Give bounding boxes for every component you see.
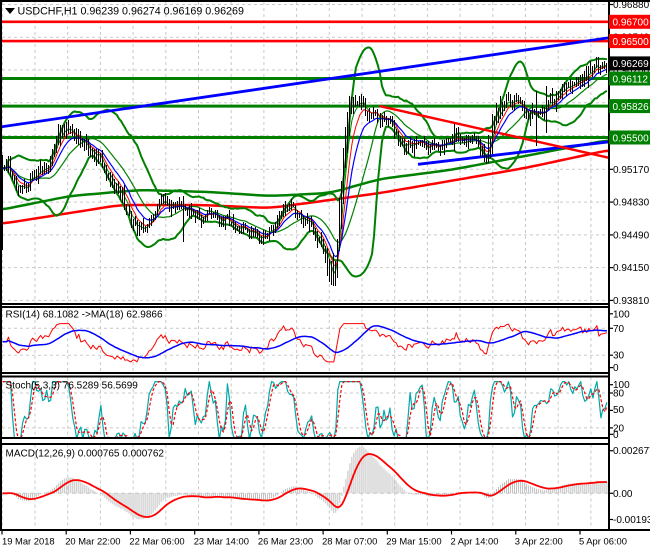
svg-text:20: 20 [613, 423, 625, 434]
svg-text:0.95500: 0.95500 [613, 133, 650, 144]
svg-text:RSI(14) 68.1082 ->MA(18) 62.9: RSI(14) 68.1082 ->MA(18) 62.9866 [6, 310, 163, 321]
svg-text:30: 30 [613, 351, 625, 362]
svg-text:0.93810: 0.93810 [613, 296, 650, 307]
svg-text:28 Mar 07:00: 28 Mar 07:00 [322, 536, 377, 547]
svg-text:29 Mar 15:00: 29 Mar 15:00 [386, 536, 441, 547]
svg-text:USDCHF,H1 0.96239 0.96274 0.9: USDCHF,H1 0.96239 0.96274 0.96169 0.9626… [18, 6, 244, 18]
svg-text:0.96500: 0.96500 [613, 37, 650, 48]
svg-text:50: 50 [613, 405, 625, 416]
svg-text:2 Apr 14:00: 2 Apr 14:00 [451, 536, 499, 547]
svg-text:5 Apr 06:00: 5 Apr 06:00 [579, 536, 627, 547]
svg-text:0.96700: 0.96700 [613, 18, 650, 29]
svg-text:0.96112: 0.96112 [613, 74, 649, 85]
svg-text:-0.001931: -0.001931 [613, 515, 650, 526]
svg-text:19 Mar 2018: 19 Mar 2018 [2, 536, 55, 547]
svg-text:MACD(12,26,9) 0.000765 0.00076: MACD(12,26,9) 0.000765 0.000762 [6, 449, 165, 460]
svg-text:0.002677: 0.002677 [613, 446, 650, 457]
svg-text:0.96200: 0.96200 [613, 66, 650, 77]
svg-text:70: 70 [613, 324, 625, 335]
svg-text:0.94490: 0.94490 [613, 230, 650, 241]
svg-text:80: 80 [613, 389, 625, 400]
svg-text:0: 0 [613, 363, 619, 374]
svg-text:100: 100 [613, 380, 630, 391]
svg-text:0.95170: 0.95170 [613, 165, 650, 176]
svg-text:22 Mar 06:00: 22 Mar 06:00 [129, 536, 184, 547]
svg-text:20 Mar 22:00: 20 Mar 22:00 [65, 536, 120, 547]
svg-text:3 Apr 22:00: 3 Apr 22:00 [515, 536, 563, 547]
svg-text:23 Mar 14:00: 23 Mar 14:00 [194, 536, 249, 547]
svg-text:26 Mar 23:00: 26 Mar 23:00 [258, 536, 313, 547]
svg-text:100: 100 [613, 309, 630, 320]
svg-text:0.96880: 0.96880 [613, 0, 650, 11]
svg-text:Stoch(5,3,3) 76.5289 56.5699: Stoch(5,3,3) 76.5289 56.5699 [6, 381, 139, 392]
svg-text:0: 0 [613, 430, 619, 441]
svg-text:0.94150: 0.94150 [613, 263, 650, 274]
svg-text:0.94830: 0.94830 [613, 198, 650, 209]
svg-text:0.95826: 0.95826 [613, 102, 650, 113]
svg-text:0.00: 0.00 [613, 489, 633, 500]
svg-text:0.96269: 0.96269 [613, 59, 650, 70]
